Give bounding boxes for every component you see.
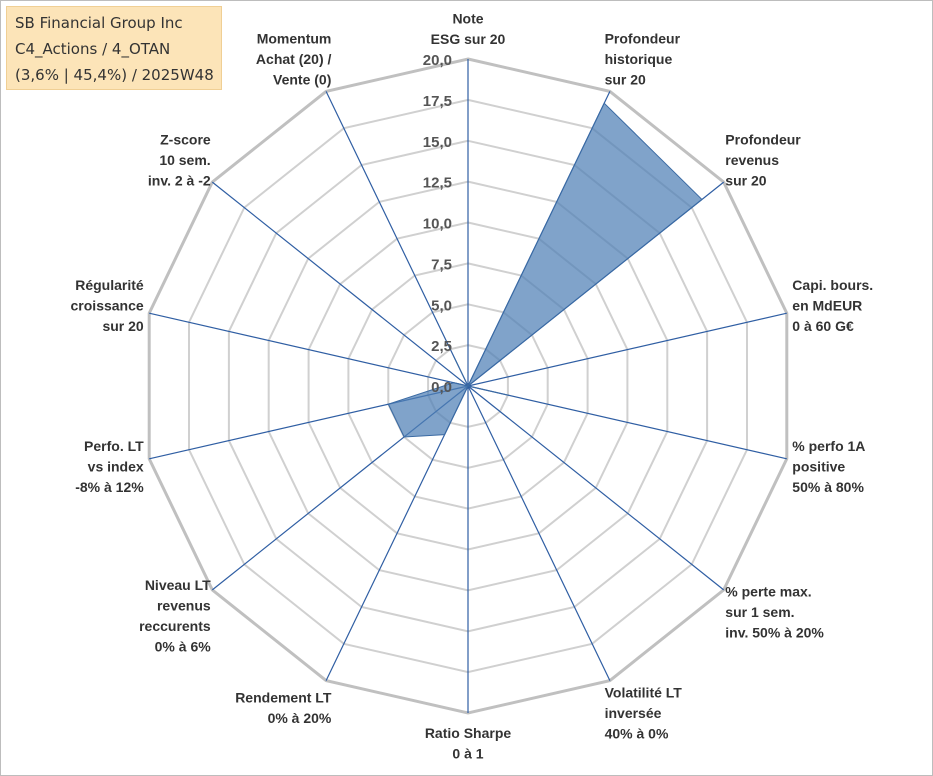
axis-label: Régularité croissance sur 20 [71,277,144,334]
axis-spoke [467,385,611,681]
axis-label: Capi. bours. en MdEUR 0 à 60 G€ [792,277,873,334]
axis-spoke [467,312,787,387]
axis-label: Volatilité LT inversée 40% à 0% [605,684,683,741]
radar-series [387,102,703,438]
title-box: SB Financial Group Inc C4_Actions / 4_OT… [6,6,222,90]
tick-label: 20,0 [423,52,452,69]
axis-spoke [467,385,787,460]
tick-label: 5,0 [431,297,452,314]
radial-tick-labels: 0,0 2,5 5,0 7,5 10,0 12,5 15,0 17,5 20,0 [423,52,452,396]
tick-label: 0,0 [431,379,452,396]
axis-label: Niveau LT revenus reccurents 0% à 6% [139,577,211,655]
axis-label: Profondeur historique sur 20 [605,31,681,88]
axis-label: Momentum Achat (20) / Vente (0) [256,31,332,88]
axis-label: Note ESG sur 20 [431,11,506,48]
tick-label: 7,5 [431,256,452,273]
series-area [387,102,703,438]
tick-label: 10,0 [423,216,452,233]
tick-label: 12,5 [423,175,452,192]
axis-spoke [149,312,469,387]
axis-label: Rendement LT 0% à 20% [235,689,332,726]
category-label: C4_Actions / 4_OTAN [15,40,171,58]
axis-labels: Note ESG sur 20 Profondeur historique sur 20… [71,11,874,762]
axis-label: Profondeur revenus sur 20 [725,131,801,188]
axis-spoke [467,385,725,591]
stats-label: (3,6% | 45,4%) / 2025W48 [15,66,214,84]
axis-spoke [325,91,469,387]
company-name: SB Financial Group Inc [15,14,183,32]
tick-label: 17,5 [423,93,452,110]
tick-label: 2,5 [431,338,452,355]
axis-label: Z-score 10 sem. inv. 2 à -2 [148,131,211,188]
axis-label: % perfo 1A positive 50% à 80% [792,438,865,495]
axis-spoke [211,181,469,387]
axis-label: Ratio Sharpe 0 à 1 [425,725,512,762]
tick-label: 15,0 [423,134,452,151]
axis-label: Perfo. LT vs index -8% à 12% [75,438,144,495]
axis-label: % perte max. sur 1 sem. inv. 50% à 20% [725,584,824,641]
